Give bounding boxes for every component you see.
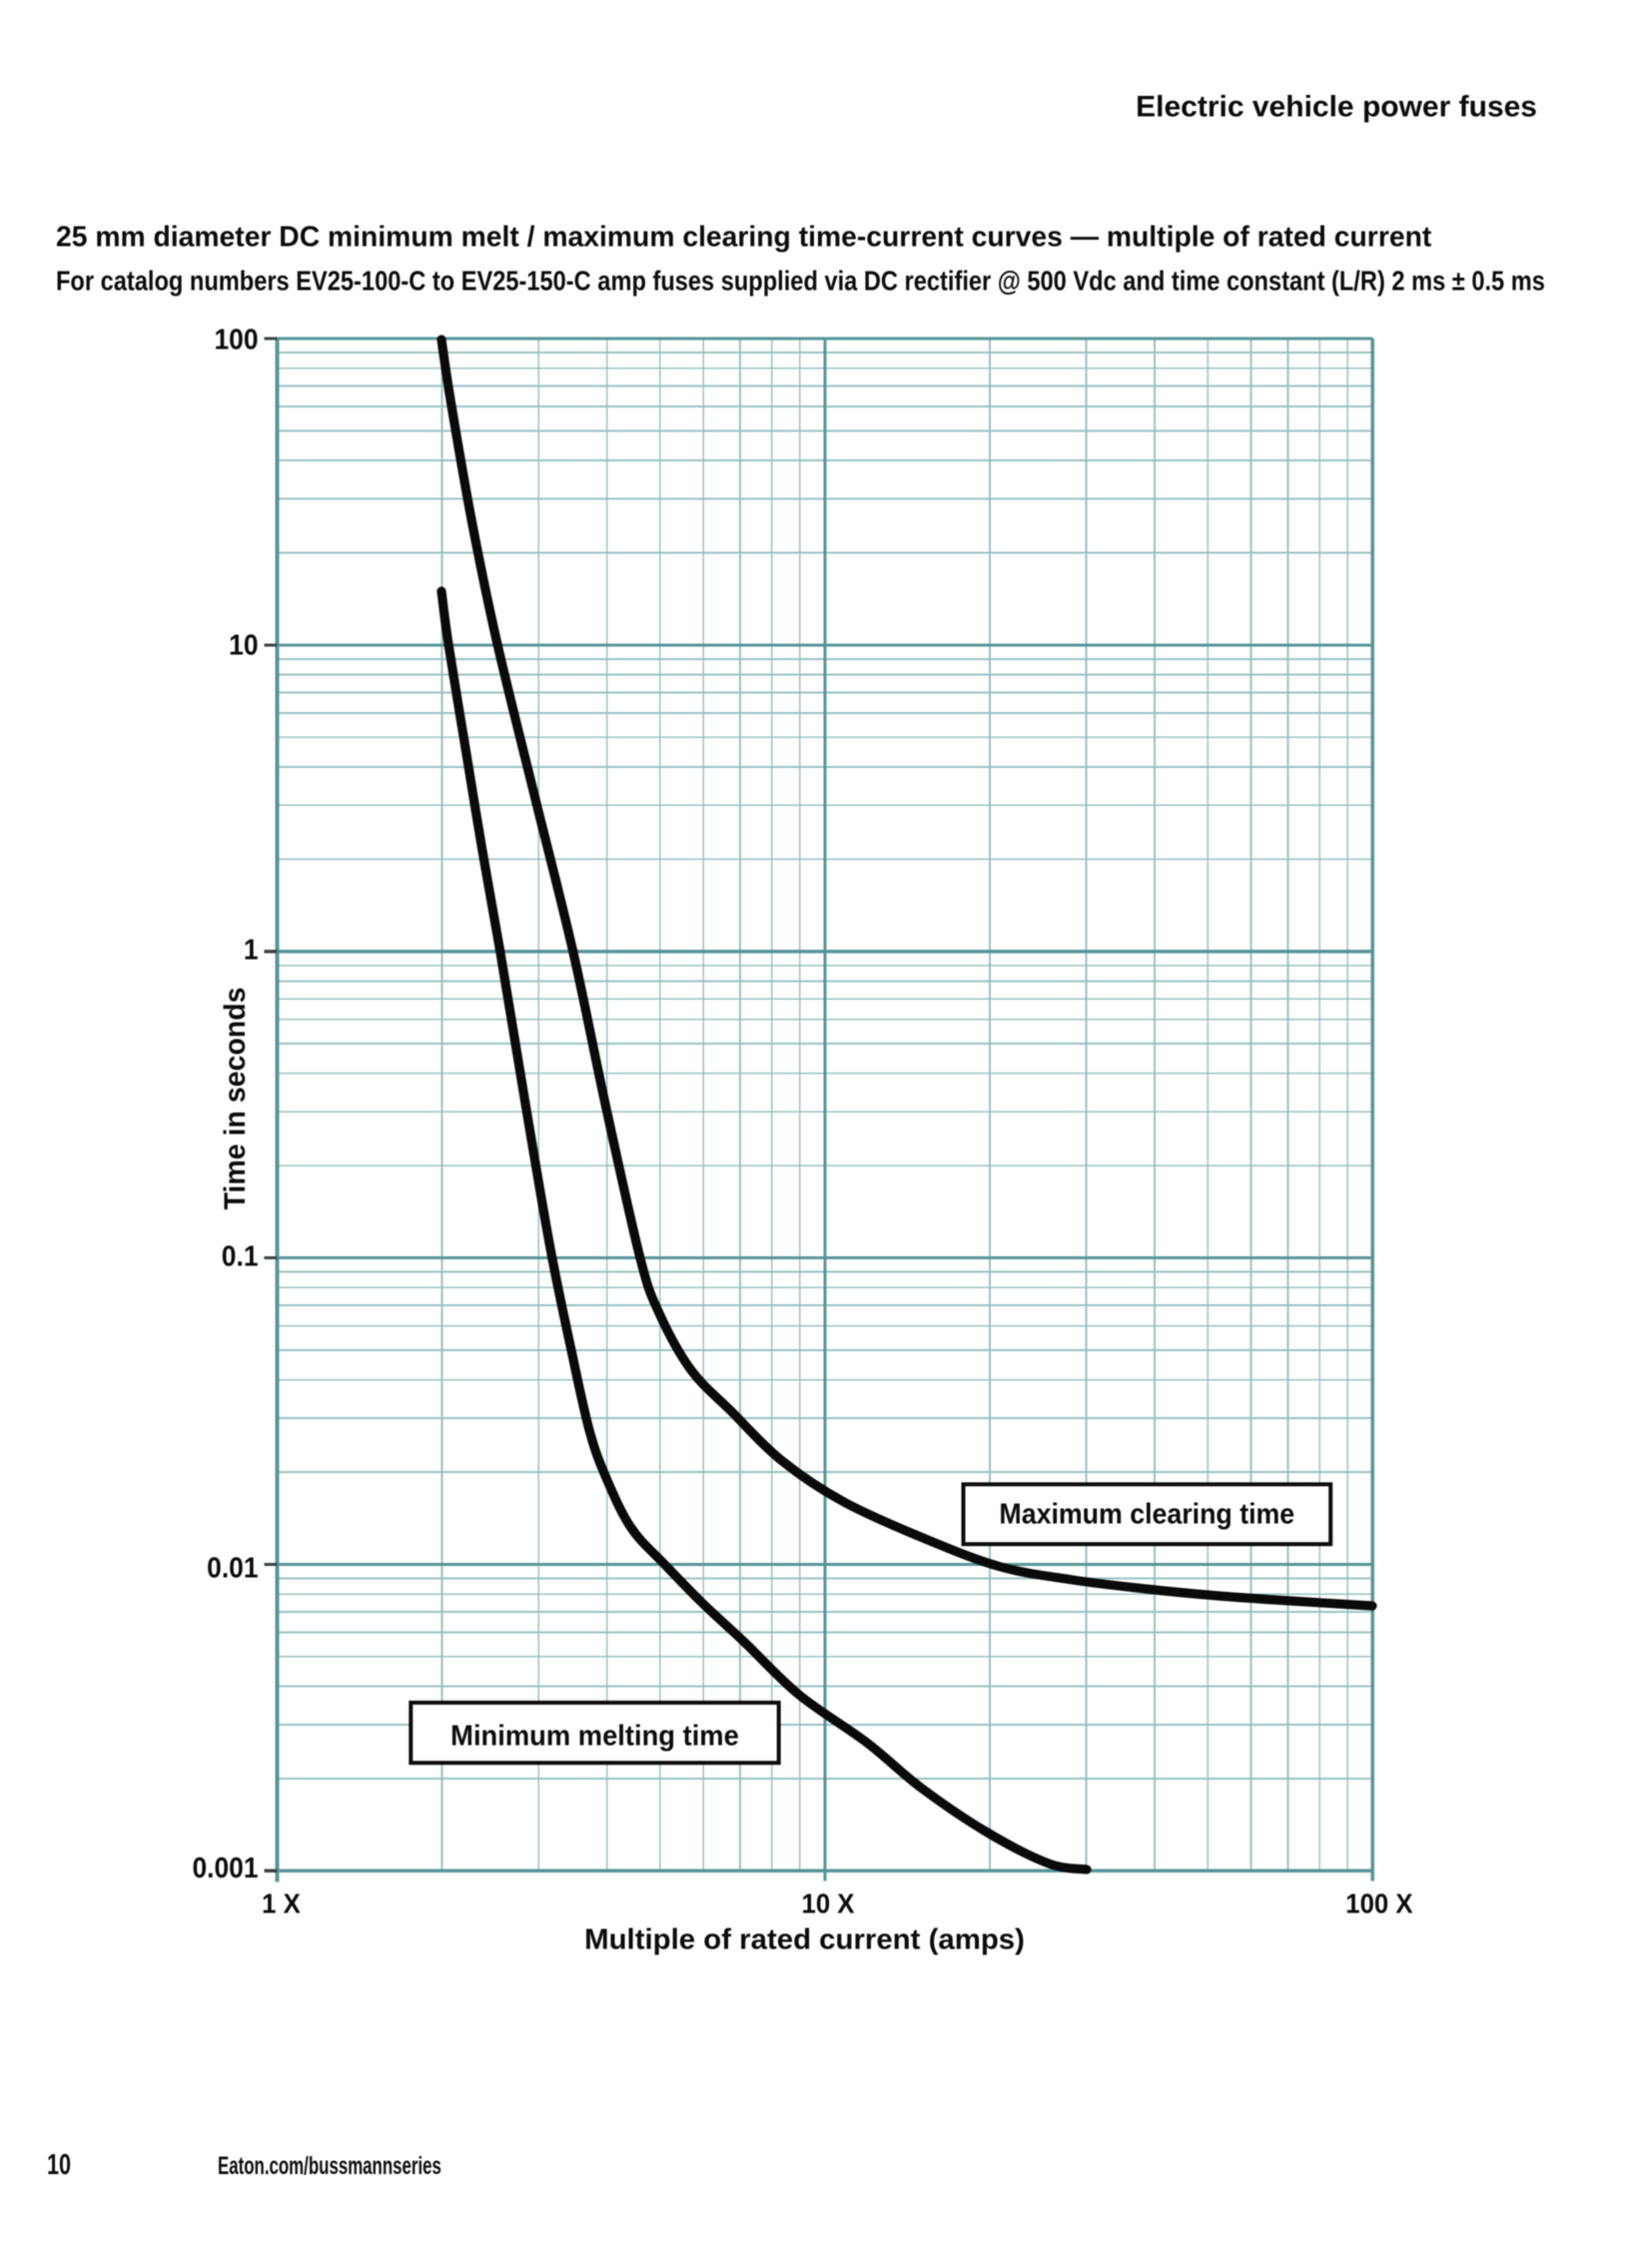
svg-text:1: 1 <box>244 933 259 965</box>
svg-text:0.01: 0.01 <box>207 1551 258 1583</box>
svg-text:0.1: 0.1 <box>222 1239 259 1271</box>
svg-text:Electric vehicle power fuses: Electric vehicle power fuses <box>1136 91 1537 124</box>
svg-text:10: 10 <box>47 2149 71 2181</box>
svg-text:100: 100 <box>214 323 258 355</box>
svg-text:Eaton.com/bussmannseries: Eaton.com/bussmannseries <box>218 2152 441 2180</box>
svg-text:Multiple of rated current (amp: Multiple of rated current (amps) <box>584 1924 1025 1956</box>
svg-text:1 X: 1 X <box>262 1888 301 1919</box>
svg-text:Time in seconds: Time in seconds <box>219 988 252 1210</box>
svg-text:Maximum clearing time: Maximum clearing time <box>999 1498 1294 1530</box>
svg-text:10 X: 10 X <box>802 1888 855 1919</box>
svg-text:For catalog numbers EV25-100-C: For catalog numbers EV25-100-C to EV25-1… <box>56 267 1545 297</box>
svg-text:25 mm diameter DC minimum melt: 25 mm diameter DC minimum melt / maximum… <box>56 221 1432 253</box>
svg-text:0.001: 0.001 <box>192 1852 258 1883</box>
svg-text:10: 10 <box>229 628 258 660</box>
svg-text:100 X: 100 X <box>1345 1888 1412 1919</box>
svg-text:Minimum melting time: Minimum melting time <box>450 1720 739 1752</box>
